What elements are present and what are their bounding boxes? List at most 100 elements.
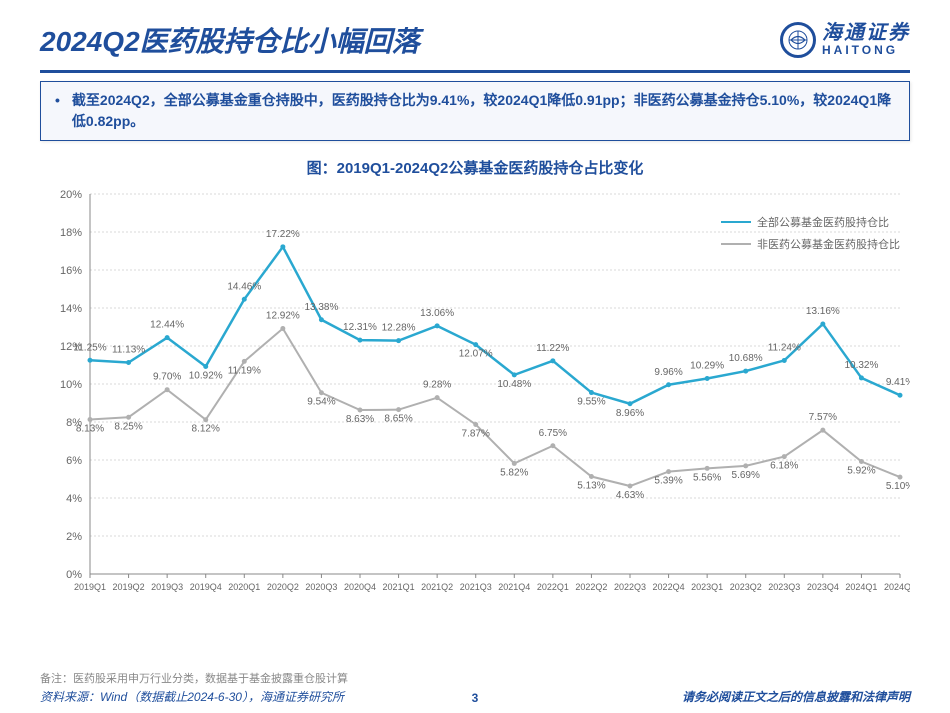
svg-text:2020Q2: 2020Q2 (267, 582, 299, 592)
chart-title: 图：2019Q1-2024Q2公募基金医药股持仓占比变化 (40, 157, 910, 178)
svg-text:10.48%: 10.48% (497, 379, 531, 390)
svg-text:2023Q3: 2023Q3 (768, 582, 800, 592)
svg-text:10.32%: 10.32% (844, 360, 878, 371)
svg-text:8.63%: 8.63% (346, 414, 374, 425)
bullet-text: • 截至2024Q2，全部公募基金重仓持股中，医药股持仓比为9.41%，较202… (55, 90, 895, 132)
svg-text:2019Q4: 2019Q4 (190, 582, 222, 592)
svg-text:14%: 14% (60, 303, 82, 315)
svg-text:7.87%: 7.87% (462, 428, 490, 439)
svg-text:6.18%: 6.18% (770, 461, 798, 472)
page-title: 2024Q2医药股持仓比小幅回落 (40, 20, 420, 60)
source-text: 资料来源：Wind（数据截止2024-6-30），海通证券研究所 (40, 688, 344, 705)
svg-text:17.22%: 17.22% (266, 229, 300, 240)
bullet-content: 截至2024Q2，全部公募基金重仓持股中，医药股持仓比为9.41%，较2024Q… (72, 90, 895, 132)
svg-text:2020Q1: 2020Q1 (228, 582, 260, 592)
svg-text:2021Q1: 2021Q1 (383, 582, 415, 592)
source-row: 资料来源：Wind（数据截止2024-6-30），海通证券研究所 3 请务必阅读… (40, 688, 910, 705)
svg-text:5.13%: 5.13% (577, 481, 605, 492)
legend-label-2: 非医药公募基金医药股持仓比 (757, 236, 900, 252)
legend-swatch-1 (721, 221, 751, 223)
svg-text:2023Q1: 2023Q1 (691, 582, 723, 592)
svg-text:6.75%: 6.75% (539, 428, 567, 439)
logo-cn: 海通证券 (822, 22, 910, 44)
svg-text:12.28%: 12.28% (382, 323, 416, 334)
svg-text:13.38%: 13.38% (304, 302, 338, 313)
svg-text:8.25%: 8.25% (114, 421, 142, 432)
svg-text:2020Q4: 2020Q4 (344, 582, 376, 592)
logo-icon (780, 22, 816, 58)
svg-text:5.56%: 5.56% (693, 472, 721, 483)
svg-text:2023Q2: 2023Q2 (730, 582, 762, 592)
bullet-marker: • (55, 90, 60, 132)
svg-text:5.10%: 5.10% (886, 481, 910, 492)
footnote: 备注：医药股采用申万行业分类，数据基于基金披露重仓股计算 (40, 670, 910, 686)
svg-text:2019Q1: 2019Q1 (74, 582, 106, 592)
legend-swatch-2 (721, 243, 751, 245)
svg-text:12.31%: 12.31% (343, 322, 377, 333)
svg-text:6%: 6% (66, 455, 82, 467)
svg-text:9.70%: 9.70% (153, 372, 181, 383)
svg-text:2020Q3: 2020Q3 (305, 582, 337, 592)
svg-text:2021Q4: 2021Q4 (498, 582, 530, 592)
svg-text:2022Q4: 2022Q4 (653, 582, 685, 592)
svg-text:2024Q1: 2024Q1 (845, 582, 877, 592)
svg-text:5.82%: 5.82% (500, 467, 528, 478)
svg-text:10.92%: 10.92% (189, 371, 223, 382)
svg-text:8.13%: 8.13% (76, 424, 104, 435)
svg-text:2%: 2% (66, 531, 82, 543)
svg-text:2022Q1: 2022Q1 (537, 582, 569, 592)
svg-text:12.07%: 12.07% (459, 349, 493, 360)
svg-text:11.22%: 11.22% (536, 343, 569, 354)
svg-text:9.54%: 9.54% (307, 397, 335, 408)
svg-text:10.68%: 10.68% (729, 353, 763, 364)
svg-text:0%: 0% (66, 569, 82, 581)
svg-text:13.16%: 13.16% (806, 306, 840, 317)
svg-text:9.96%: 9.96% (654, 367, 682, 378)
svg-text:2022Q2: 2022Q2 (575, 582, 607, 592)
svg-text:13.06%: 13.06% (420, 308, 454, 319)
legend-label-1: 全部公募基金医药股持仓比 (757, 214, 889, 230)
svg-text:4%: 4% (66, 493, 82, 505)
slide-container: 2024Q2医药股持仓比小幅回落 海通证券 HAITONG • 截至2024Q2… (0, 0, 950, 713)
chart-area: 0%2%4%6%8%10%12%14%16%18%20%2019Q12019Q2… (40, 184, 910, 614)
logo: 海通证券 HAITONG (780, 22, 910, 58)
disclaimer: 请务必阅读正文之后的信息披露和法律声明 (682, 688, 910, 705)
svg-text:5.92%: 5.92% (847, 466, 875, 477)
svg-text:10.29%: 10.29% (690, 360, 724, 371)
footer: 备注：医药股采用申万行业分类，数据基于基金披露重仓股计算 资料来源：Wind（数… (40, 670, 910, 705)
svg-text:16%: 16% (60, 265, 82, 277)
svg-text:2021Q3: 2021Q3 (460, 582, 492, 592)
svg-text:2019Q2: 2019Q2 (113, 582, 145, 592)
svg-text:5.39%: 5.39% (654, 476, 682, 487)
chart-legend: 全部公募基金医药股持仓比 非医药公募基金医药股持仓比 (721, 214, 900, 258)
svg-text:8.96%: 8.96% (616, 408, 644, 419)
logo-text: 海通证券 HAITONG (822, 22, 910, 57)
svg-text:2022Q3: 2022Q3 (614, 582, 646, 592)
svg-text:2021Q2: 2021Q2 (421, 582, 453, 592)
svg-text:10%: 10% (60, 379, 82, 391)
svg-text:2019Q3: 2019Q3 (151, 582, 183, 592)
legend-item-2: 非医药公募基金医药股持仓比 (721, 236, 900, 252)
page-number: 3 (472, 691, 479, 705)
svg-text:5.69%: 5.69% (732, 470, 760, 481)
svg-text:20%: 20% (60, 189, 82, 201)
svg-text:4.63%: 4.63% (616, 490, 644, 501)
svg-text:11.25%: 11.25% (73, 342, 106, 353)
svg-text:9.41%: 9.41% (886, 377, 910, 388)
bullet-box: • 截至2024Q2，全部公募基金重仓持股中，医药股持仓比为9.41%，较202… (40, 81, 910, 141)
svg-text:8.12%: 8.12% (192, 424, 220, 435)
svg-text:11.13%: 11.13% (112, 345, 145, 356)
svg-text:8.65%: 8.65% (384, 414, 412, 425)
title-underline (40, 70, 910, 73)
svg-text:7.57%: 7.57% (809, 412, 837, 423)
svg-text:12.44%: 12.44% (150, 320, 184, 331)
header-row: 2024Q2医药股持仓比小幅回落 海通证券 HAITONG (40, 20, 910, 60)
logo-en: HAITONG (822, 44, 910, 57)
svg-text:11.19%: 11.19% (228, 365, 261, 376)
svg-text:2023Q4: 2023Q4 (807, 582, 839, 592)
svg-text:11.24%: 11.24% (768, 342, 801, 353)
svg-text:2024Q2: 2024Q2 (884, 582, 910, 592)
svg-text:14.46%: 14.46% (227, 281, 261, 292)
svg-text:18%: 18% (60, 227, 82, 239)
svg-text:12.92%: 12.92% (266, 311, 300, 322)
